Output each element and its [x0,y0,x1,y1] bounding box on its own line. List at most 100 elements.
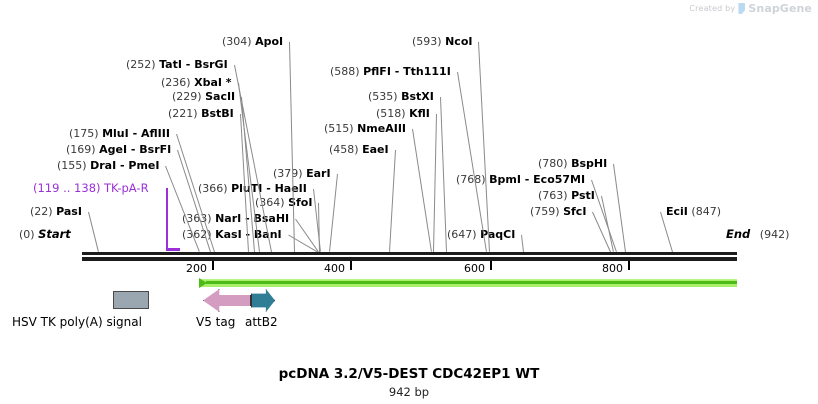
backbone-line-bottom [82,257,737,261]
enzyme-label-eari: (379) EarI [273,168,331,179]
enzyme-position-nmeaiii: (515) [324,122,354,135]
enzyme-label-mlui: (175) MluI - AflIII [69,128,170,139]
orf-track-arrowhead [199,278,207,288]
enzyme-label-bstxi: (535) BstXI [368,91,434,102]
leader-line-bstxi [440,96,447,253]
ruler-tick-mark-800 [628,261,630,270]
leader-line-eaei [389,149,396,253]
page-subtitle: 942 bp [388,385,430,399]
enzyme-name-pasi: PasI [56,205,82,218]
end-position: (942) [759,228,790,241]
enzyme-label-drai: (155) DraI - PmeI [57,160,159,171]
enzyme-name-bsphi: BspHI [571,157,608,170]
legend-label-v5tag: V5 tag [196,315,236,329]
enzyme-name-separator: - [262,182,275,195]
enzyme-name-bstbi: BstBI [201,107,234,120]
enzyme-position-sfci: (759) [530,205,560,218]
enzyme-name-nari-1: BsaHI [253,212,290,225]
leader-line-nari [295,218,319,253]
enzyme-name-separator: - [128,127,141,140]
enzyme-label-psti: (763) PstI [538,190,595,201]
ruler-tick-label-600: 600 [464,262,485,275]
enzyme-label-xbai: (236) XbaI * [161,77,232,88]
backbone-line-top [82,252,737,255]
tkpa-feature-stem [166,188,168,250]
enzyme-name-sfoi: SfoI [288,196,313,209]
leader-line-ncoi [478,41,490,253]
enzyme-position-bpmi: (768) [456,173,486,186]
enzyme-position-drai: (155) [57,159,87,172]
watermark-created-by-label: Created by [689,4,736,13]
enzyme-name-separator: - [520,173,534,186]
enzyme-position-tkpa: (119 .. 138) [33,181,101,195]
enzyme-position-sfoi: (364) [255,196,285,209]
snapgene-watermark: Created by SnapGene [689,2,812,15]
page-title: pcDNA 3.2/V5-DEST CDC42EP1 WT [278,366,540,382]
enzyme-position-sacii: (229) [172,90,202,103]
enzyme-label-tkpa: (119 .. 138) TK-pA-R [33,181,149,195]
enzyme-position-nari: (363) [182,212,212,225]
enzyme-name-separator: - [241,212,254,225]
enzyme-label-nmeaiii: (515) NmeAIII [324,123,406,134]
enzyme-position-paqci: (647) [447,228,477,241]
enzyme-label-paqci: (647) PaqCI [447,229,515,240]
enzyme-name-paqci: PaqCI [480,228,516,241]
leader-line-sfoi [318,202,320,252]
ruler-tick-label-400: 400 [324,262,345,275]
leader-line-bsphi [613,163,626,253]
enzyme-position-eari: (379) [273,167,303,180]
enzyme-name-eaei: EaeI [362,143,389,156]
start-position: (0) [19,228,35,241]
end-label: End [726,227,751,241]
start-label: Start [38,227,71,241]
legend-label-polya: HSV TK poly(A) signal [12,315,142,329]
enzyme-name-tkpa: TK-pA-R [104,181,149,195]
enzyme-name-tati: TatI [159,58,182,71]
enzyme-label-ecii: EciI (847) [666,206,721,217]
enzyme-name-ncoi: NcoI [445,35,473,48]
enzyme-name-plutt-1: HaeII [274,182,307,195]
enzyme-label-kfli: (518) KflI [376,108,430,119]
enzyme-label-agei: (169) AgeI - BsrFI [66,144,171,155]
enzyme-name-eari: EarI [306,167,331,180]
enzyme-position-xbai: (236) [161,76,191,89]
ruler-tick-mark-400 [350,261,352,270]
legend-swatch-attb2 [251,289,275,312]
enzyme-name-separator: - [390,65,404,78]
enzyme-label-bstbi: (221) BstBI [168,108,234,119]
enzyme-name-agei-1: BsrFI [139,143,172,156]
enzyme-label-pflfi: (588) PflFI - Tth111I [330,66,451,77]
enzyme-label-nari: (363) NarI - BsaHI [182,213,289,224]
ruler-tick-label-800: 800 [602,262,623,275]
orf-track-core [206,281,737,284]
ruler-tick-mark-200 [212,261,214,270]
tkpa-feature-foot [166,248,180,251]
enzyme-label-apoi: (304) ApoI [222,36,283,47]
ruler-tick-mark-600 [490,261,492,270]
enzyme-label-pasi: (22) PasI [30,206,82,217]
enzyme-name-xbai: XbaI * [194,76,232,89]
enzyme-label-sacii: (229) SacII [172,91,235,102]
start-marker: (0) Start [19,227,71,241]
enzyme-name-bpmi: BpmI [489,173,521,186]
enzyme-position-bstbi: (221) [168,107,198,120]
enzyme-name-nmeaiii: NmeAIII [357,122,407,135]
enzyme-position-bstxi: (535) [368,90,398,103]
enzyme-name-separator: - [127,143,140,156]
legend-swatch-polya [113,291,149,309]
enzyme-label-tati: (252) TatI - BsrGI [126,59,228,70]
leader-line-kfli [433,113,437,253]
enzyme-label-eaei: (458) EaeI [329,144,389,155]
enzyme-name-psti: PstI [571,189,595,202]
enzyme-name-separator: - [181,58,195,71]
enzyme-position-ncoi: (593) [412,35,442,48]
enzyme-name-apoi: ApoI [255,35,284,48]
enzyme-name-drai-1: PmeI [128,159,160,172]
enzyme-name-mlui-1: AflIII [140,127,170,140]
enzyme-name-bpmi-1: Eco57MI [533,173,586,186]
snapgene-logo-icon [738,3,746,14]
enzyme-position-kfli: (518) [376,107,406,120]
leader-line-pasi [88,211,99,253]
enzyme-position-agei: (169) [66,143,96,156]
enzyme-name-sacii: SacII [205,90,236,103]
